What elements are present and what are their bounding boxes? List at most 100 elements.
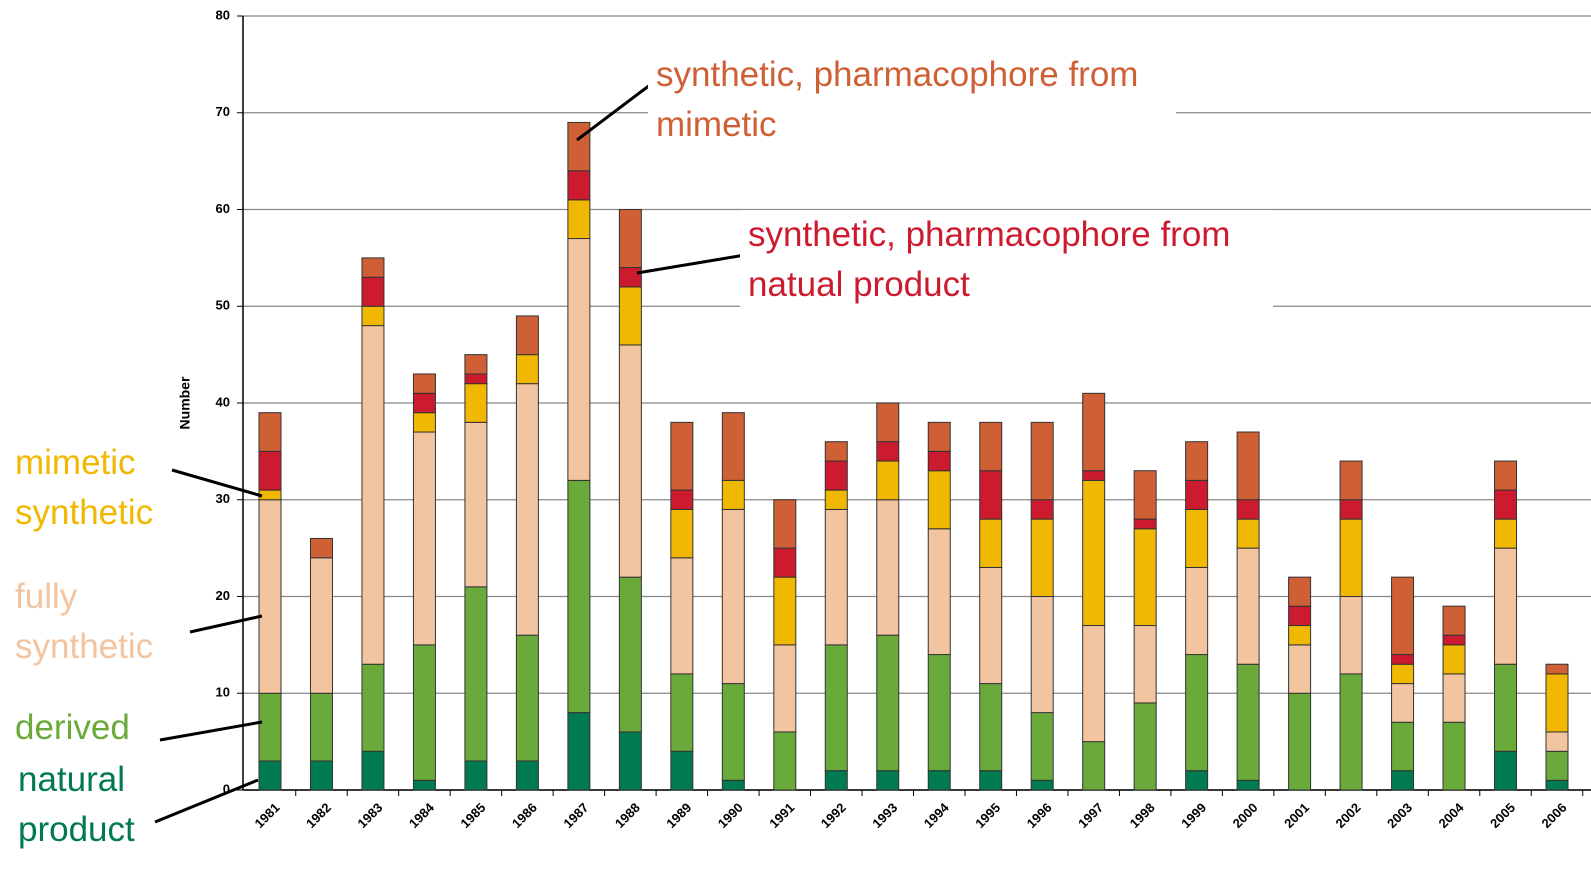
bar-segment <box>1391 770 1415 791</box>
bar-segment <box>412 373 436 394</box>
bar-segment <box>464 421 488 588</box>
bar-segment <box>876 460 900 501</box>
bar-segment <box>412 431 436 646</box>
bar-segment <box>258 412 282 452</box>
bar-segment <box>721 508 745 685</box>
bar-segment <box>1391 721 1415 772</box>
bar-segment <box>515 354 539 385</box>
x-tick-label: 2003 <box>1384 800 1415 831</box>
x-tick-label: 1998 <box>1127 800 1158 831</box>
y-tick-label: 50 <box>216 298 230 313</box>
bar-segment <box>412 412 436 433</box>
bar-segment <box>567 199 591 240</box>
bar-segment <box>1391 576 1415 656</box>
bar-segment <box>1185 566 1209 656</box>
bar-segment <box>1133 470 1157 520</box>
bar-segment <box>1494 663 1518 752</box>
bar-segment <box>979 470 1003 520</box>
bar-segment <box>927 470 951 530</box>
bar-segment <box>515 634 539 762</box>
bar-segment <box>567 121 591 172</box>
bar-segment <box>979 770 1003 791</box>
bar-segment <box>773 731 797 791</box>
bar-segment <box>1236 499 1260 520</box>
x-tick-label: 1993 <box>869 800 900 831</box>
y-tick-label: 70 <box>216 104 230 119</box>
bar-segment <box>670 673 694 752</box>
bar-segment <box>1288 605 1312 627</box>
bar-segment <box>464 586 488 762</box>
bar-segment <box>1339 499 1363 520</box>
bar-segment <box>1236 547 1260 665</box>
bar-segment <box>1133 518 1157 530</box>
bar-segment <box>258 692 282 762</box>
bar-segment <box>567 712 591 791</box>
bar-segment <box>618 576 642 733</box>
y-tick-label: 0 <box>223 781 230 796</box>
bar-segment <box>670 557 694 675</box>
leader-line <box>189 614 263 634</box>
bar-segment <box>1545 731 1569 752</box>
x-tick-label: 1985 <box>457 800 488 831</box>
bar-segment <box>1082 625 1106 743</box>
bar-segment <box>927 528 951 656</box>
bar-segment <box>1339 518 1363 597</box>
legend-label: mimetic synthetic <box>15 443 154 532</box>
bar-segment <box>567 170 591 201</box>
bar-segment <box>824 508 848 646</box>
bar-segment <box>1185 441 1209 481</box>
x-tick-label: 2001 <box>1281 800 1312 831</box>
bar-segment <box>1082 741 1106 791</box>
x-tick-label: 2000 <box>1230 800 1261 831</box>
x-tick-label: 1982 <box>303 800 334 831</box>
bar-segment <box>1442 634 1466 646</box>
bar-segment <box>1391 663 1415 685</box>
bar-segment <box>361 663 385 752</box>
bar-segment <box>721 479 745 510</box>
bar-segment <box>1494 489 1518 520</box>
bar-segment <box>927 450 951 472</box>
x-tick-label: 1995 <box>972 800 1003 831</box>
bar-segment <box>773 644 797 733</box>
x-tick-label: 1991 <box>766 800 797 831</box>
y-tick-label: 30 <box>216 491 230 506</box>
legend-label: synthetic, pharmacophore from mimetic <box>648 50 1176 150</box>
bar-segment <box>258 499 282 694</box>
bar-segment <box>773 576 797 646</box>
bar-segment <box>1545 750 1569 781</box>
bar-segment <box>309 537 333 559</box>
bar-segment <box>927 421 951 452</box>
bar-segment <box>824 644 848 772</box>
x-tick-label: 1983 <box>354 800 385 831</box>
bar-segment <box>464 373 488 385</box>
bar-segment <box>258 760 282 791</box>
bar-segment <box>412 779 436 791</box>
x-tick-label: 1984 <box>406 799 438 831</box>
bar-segment <box>1185 508 1209 568</box>
bar-segment <box>824 770 848 791</box>
y-tick-label: 20 <box>216 588 230 603</box>
bar-segment <box>1494 518 1518 549</box>
bar-segment <box>1030 596 1054 714</box>
x-tick-label: 1997 <box>1075 800 1106 831</box>
x-tick-label: 2004 <box>1436 799 1468 831</box>
legend-label: derived <box>15 708 130 747</box>
bar-segment <box>1236 663 1260 781</box>
bar-segment <box>1236 779 1260 791</box>
x-tick-label: 1989 <box>663 800 694 831</box>
bar-segment <box>979 421 1003 472</box>
bar-segment <box>1339 673 1363 791</box>
bar-segment <box>1442 673 1466 723</box>
bar-segment <box>1442 605 1466 636</box>
bar-segment <box>1339 596 1363 675</box>
bar-segment <box>824 489 848 510</box>
x-tick-label: 1990 <box>715 800 746 831</box>
bar-segment <box>1236 431 1260 501</box>
legend-label: synthetic, pharmacophore from natual pro… <box>740 210 1273 310</box>
y-tick-label: 10 <box>216 685 230 700</box>
bar-segment <box>567 479 591 714</box>
bar-segment <box>464 354 488 375</box>
bar-segment <box>515 315 539 356</box>
bar-segment <box>515 760 539 791</box>
bar-segment <box>876 499 900 636</box>
